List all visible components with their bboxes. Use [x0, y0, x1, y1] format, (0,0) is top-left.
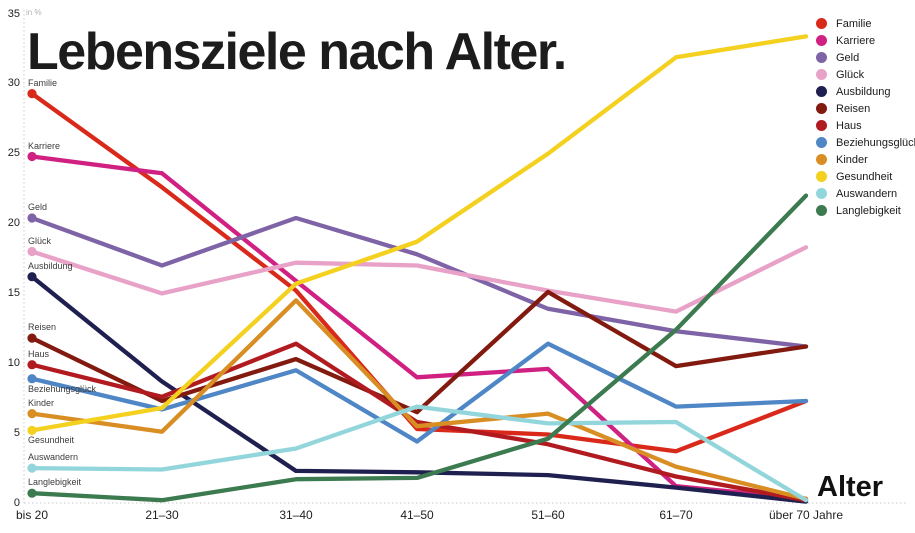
- x-tick-label-21-30: 21–30: [145, 508, 179, 522]
- series-line-familie: [29, 91, 809, 454]
- series-line-haus: [29, 341, 809, 503]
- series-start-dot-gesundheit: [27, 425, 37, 435]
- legend-label-gesundheit: Gesundheit: [836, 170, 893, 183]
- series-start-dot-familie: [27, 89, 37, 99]
- series-line-glück: [29, 245, 809, 314]
- series-start-dot-ausbildung: [27, 272, 37, 282]
- series-line-reisen: [29, 289, 809, 415]
- legend-item-auswandern: Auswandern: [816, 185, 915, 202]
- legend: Familie Karriere Geld Glück Ausbildung Reisen…: [816, 15, 915, 219]
- y-tick-label-25: 25: [7, 147, 20, 160]
- y-tick-label-5: 5: [13, 426, 20, 439]
- x-tick-label-61-70: 61–70: [659, 508, 693, 522]
- legend-label-ausbildung: Ausbildung: [836, 85, 891, 98]
- legend-dot-karriere: [816, 35, 827, 46]
- series-start-dot-langlebigkeit: [27, 488, 37, 498]
- legend-item-glück: Glück: [816, 66, 915, 83]
- series-start-dot-beziehungsglück: [27, 374, 37, 384]
- legend-label-kinder: Kinder: [836, 153, 868, 166]
- x-tick-label-51-60: 51–60: [531, 508, 565, 522]
- legend-label-reisen: Reisen: [836, 102, 871, 115]
- series-start-dot-haus: [27, 360, 37, 370]
- series-line-kinder: [29, 298, 809, 501]
- legend-label-karriere: Karriere: [836, 34, 876, 47]
- x-tick-label-bis-20: bis 20: [15, 508, 49, 522]
- y-tick-label-30: 30: [7, 77, 20, 90]
- legend-item-beziehungsglück: Beziehungsglück: [816, 134, 915, 151]
- series-line-gesundheit: [29, 34, 809, 433]
- legend-dot-glück: [816, 69, 827, 80]
- series-start-dot-auswandern: [27, 463, 37, 473]
- series-start-dot-reisen: [27, 333, 37, 343]
- legend-dot-beziehungsglück: [816, 137, 827, 148]
- series-label-beziehungsglück: Beziehungsglück: [28, 383, 97, 394]
- y-tick-label-15: 15: [7, 286, 20, 299]
- y-axis-unit-label: in %: [26, 8, 42, 17]
- legend-item-karriere: Karriere: [816, 32, 915, 49]
- series-label-gesundheit: Gesundheit: [28, 435, 75, 446]
- series-start-dot-kinder: [27, 409, 37, 419]
- chart-title: Lebensziele nach Alter.: [27, 23, 567, 81]
- y-tick-label-0: 0: [13, 496, 20, 509]
- legend-label-beziehungsglück: Beziehungsglück: [836, 136, 915, 149]
- legend-item-geld: Geld: [816, 49, 915, 66]
- legend-dot-gesundheit: [816, 171, 827, 182]
- legend-label-familie: Familie: [836, 17, 872, 30]
- series-start-dot-karriere: [27, 151, 37, 162]
- y-tick-label-35: 35: [7, 7, 20, 20]
- x-axis-title: Alter: [817, 471, 884, 503]
- legend-dot-langlebigkeit: [816, 205, 827, 216]
- legend-label-glück: Glück: [836, 68, 865, 81]
- y-tick-label-10: 10: [7, 356, 20, 369]
- series-label-glück: Glück: [28, 235, 52, 246]
- series-line-auswandern: [29, 404, 809, 503]
- legend-item-langlebigkeit: Langlebigkeit: [816, 202, 915, 219]
- legend-item-kinder: Kinder: [816, 151, 915, 168]
- legend-item-familie: Familie: [816, 15, 915, 32]
- x-tick-label-41-50: 41–50: [400, 508, 434, 522]
- series-label-auswandern: Auswandern: [28, 452, 79, 463]
- series-label-reisen: Reisen: [28, 322, 57, 333]
- legend-dot-ausbildung: [816, 86, 827, 97]
- series-line-ausbildung: [29, 274, 809, 504]
- legend-item-haus: Haus: [816, 117, 915, 134]
- y-tick-label-20: 20: [7, 217, 20, 230]
- legend-label-haus: Haus: [836, 119, 862, 132]
- legend-item-reisen: Reisen: [816, 100, 915, 117]
- series-label-haus: Haus: [28, 348, 50, 359]
- legend-label-auswandern: Auswandern: [836, 187, 898, 200]
- series-start-dot-geld: [27, 213, 37, 223]
- series-label-langlebigkeit: Langlebigkeit: [28, 477, 82, 488]
- legend-dot-geld: [816, 52, 827, 63]
- legend-item-gesundheit: Gesundheit: [816, 168, 915, 185]
- series-label-familie: Familie: [28, 77, 58, 88]
- legend-dot-auswandern: [816, 188, 827, 199]
- series-label-kinder: Kinder: [28, 397, 55, 408]
- series-start-dot-glück: [27, 246, 37, 257]
- x-tick-label-über-70-jahre: über 70 Jahre: [768, 508, 844, 522]
- legend-dot-reisen: [816, 103, 827, 114]
- series-label-karriere: Karriere: [28, 140, 61, 151]
- series-label-geld: Geld: [28, 201, 48, 212]
- x-tick-label-31-40: 31–40: [279, 508, 313, 522]
- legend-dot-familie: [816, 18, 827, 29]
- legend-label-geld: Geld: [836, 51, 860, 64]
- series-label-ausbildung: Ausbildung: [28, 260, 73, 271]
- legend-item-ausbildung: Ausbildung: [816, 83, 915, 100]
- legend-label-langlebigkeit: Langlebigkeit: [836, 204, 901, 217]
- series-line-langlebigkeit: [29, 193, 809, 503]
- legend-dot-haus: [816, 120, 827, 131]
- series-line-geld: [29, 215, 809, 349]
- legend-dot-kinder: [816, 154, 827, 165]
